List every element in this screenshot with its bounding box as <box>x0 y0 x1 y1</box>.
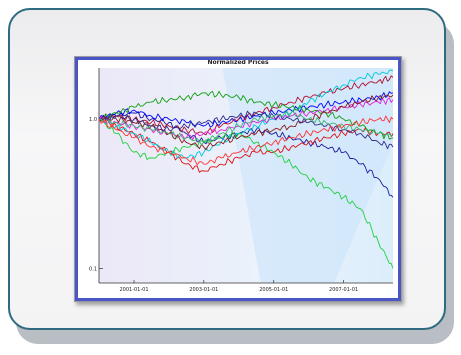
y-tick-label: 0.1 <box>89 267 97 273</box>
chart-title: Normalized Prices <box>207 59 269 66</box>
series-line-7 <box>98 118 394 269</box>
series-line-3 <box>98 118 394 173</box>
x-tick-label: 2007-01-01 <box>329 287 358 293</box>
normalized-prices-chart: 0.1 1.0 2001-01-01 2003-01-01 2005-01-01 2007… <box>89 68 394 293</box>
series-line-8 <box>98 97 394 140</box>
series-line-11 <box>98 109 394 146</box>
series-line-1 <box>98 111 394 198</box>
series-line-10 <box>98 110 394 150</box>
chart-thumbnail[interactable]: 0.1 1.0 2001-01-01 2003-01-01 2005-01-01 2007… <box>74 56 402 302</box>
thumbnail-frame <box>75 57 401 301</box>
series-line-4 <box>98 75 394 136</box>
x-tick-label: 2005-01-01 <box>259 287 288 293</box>
x-tick-label: 2001-01-01 <box>119 287 148 293</box>
series-line-12 <box>98 115 394 166</box>
y-tick-label: 1.0 <box>89 117 97 123</box>
x-tick-label: 2003-01-01 <box>189 287 218 293</box>
series-line-5 <box>99 69 394 159</box>
series-line-6 <box>98 90 394 140</box>
thumbnail-card[interactable]: 0.1 1.0 2001-01-01 2003-01-01 2005-01-01 2007… <box>8 8 446 330</box>
